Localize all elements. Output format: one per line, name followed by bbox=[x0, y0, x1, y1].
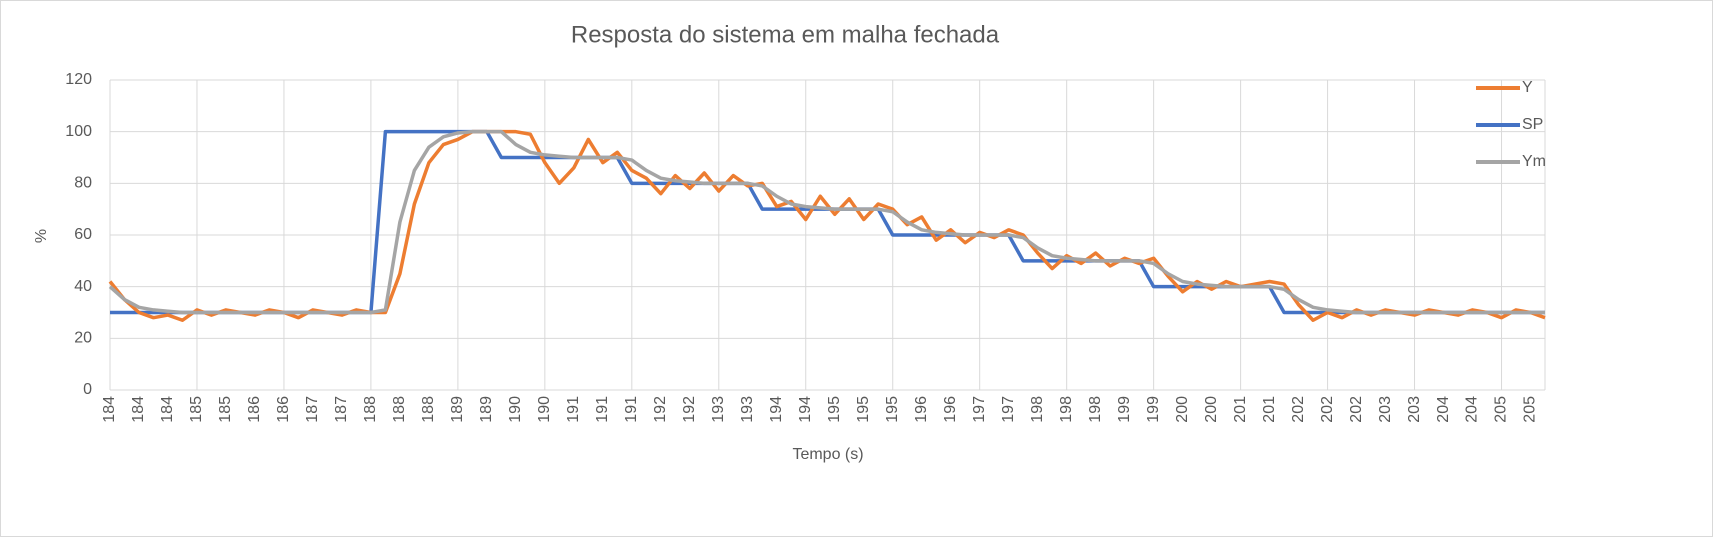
y-tick-label: 0 bbox=[83, 381, 92, 398]
legend-label: Y bbox=[1522, 79, 1533, 96]
y-axis-title: % bbox=[33, 229, 50, 243]
x-tick-label: 204 bbox=[1464, 396, 1481, 423]
x-tick-label: 203 bbox=[1406, 396, 1423, 423]
x-tick-label: 201 bbox=[1232, 396, 1249, 423]
x-tick-label: 192 bbox=[652, 396, 669, 423]
legend-label: Ym bbox=[1522, 153, 1546, 170]
x-tick-label: 199 bbox=[1145, 396, 1162, 423]
x-tick-label: 202 bbox=[1348, 396, 1365, 423]
x-tick-label: 201 bbox=[1261, 396, 1278, 423]
x-tick-label: 204 bbox=[1435, 396, 1452, 423]
x-tick-label: 184 bbox=[101, 396, 118, 423]
x-axis-title: Tempo (s) bbox=[792, 446, 863, 463]
y-tick-label: 120 bbox=[65, 71, 92, 88]
x-tick-label: 202 bbox=[1319, 396, 1336, 423]
x-tick-label: 202 bbox=[1290, 396, 1307, 423]
x-tick-label: 196 bbox=[942, 396, 959, 423]
x-tick-label: 191 bbox=[565, 396, 582, 423]
x-tick-label: 188 bbox=[391, 396, 408, 423]
y-tick-label: 80 bbox=[74, 175, 92, 192]
x-tick-label: 189 bbox=[449, 396, 466, 423]
x-tick-label: 197 bbox=[1000, 396, 1017, 423]
x-tick-label: 187 bbox=[333, 396, 350, 423]
chart-title: Resposta do sistema em malha fechada bbox=[571, 21, 1000, 48]
x-tick-label: 186 bbox=[275, 396, 292, 423]
x-tick-label: 193 bbox=[739, 396, 756, 423]
x-tick-label: 184 bbox=[159, 396, 176, 423]
x-tick-label: 194 bbox=[768, 396, 785, 423]
x-tick-label: 196 bbox=[913, 396, 930, 423]
x-tick-label: 198 bbox=[1029, 396, 1046, 423]
x-tick-label: 200 bbox=[1174, 396, 1191, 423]
y-tick-label: 60 bbox=[74, 226, 92, 243]
x-tick-label: 195 bbox=[884, 396, 901, 423]
x-tick-label: 187 bbox=[304, 396, 321, 423]
x-tick-label: 198 bbox=[1087, 396, 1104, 423]
legend-label: SP bbox=[1522, 116, 1543, 133]
x-tick-label: 185 bbox=[188, 396, 205, 423]
x-tick-label: 205 bbox=[1522, 396, 1539, 423]
x-tick-label: 191 bbox=[623, 396, 640, 423]
x-tick-label: 198 bbox=[1058, 396, 1075, 423]
x-tick-label: 193 bbox=[710, 396, 727, 423]
x-tick-label: 192 bbox=[681, 396, 698, 423]
x-tick-label: 184 bbox=[130, 396, 147, 423]
x-tick-label: 195 bbox=[855, 396, 872, 423]
x-tick-label: 185 bbox=[217, 396, 234, 423]
x-tick-label: 205 bbox=[1493, 396, 1510, 423]
x-tick-label: 188 bbox=[420, 396, 437, 423]
y-tick-label: 20 bbox=[74, 330, 92, 347]
x-tick-label: 199 bbox=[1116, 396, 1133, 423]
x-tick-label: 203 bbox=[1377, 396, 1394, 423]
y-tick-label: 100 bbox=[65, 123, 92, 140]
x-tick-label: 197 bbox=[971, 396, 988, 423]
x-tick-label: 191 bbox=[594, 396, 611, 423]
x-tick-label: 190 bbox=[536, 396, 553, 423]
x-tick-label: 200 bbox=[1203, 396, 1220, 423]
x-tick-label: 190 bbox=[507, 396, 524, 423]
x-tick-label: 188 bbox=[362, 396, 379, 423]
x-tick-label: 194 bbox=[797, 396, 814, 423]
y-tick-label: 40 bbox=[74, 278, 92, 295]
x-tick-label: 195 bbox=[826, 396, 843, 423]
x-tick-label: 189 bbox=[478, 396, 495, 423]
x-tick-label: 186 bbox=[246, 396, 263, 423]
series-line bbox=[108, 129, 1545, 315]
